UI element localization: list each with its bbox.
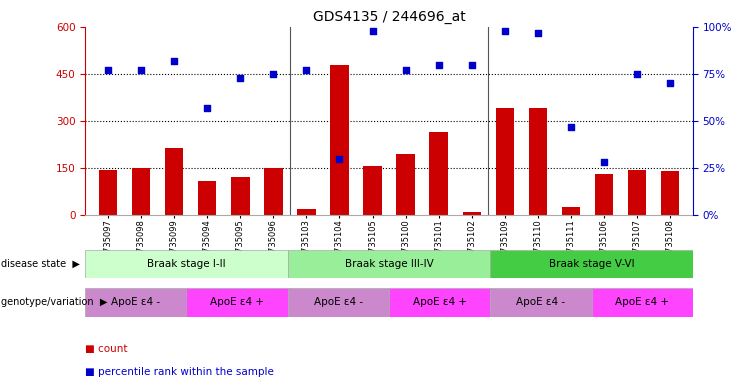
Text: ■ count: ■ count	[85, 344, 127, 354]
Point	[234, 74, 246, 81]
Bar	[396, 154, 415, 215]
Bar	[462, 212, 481, 215]
Bar	[297, 209, 316, 215]
Point	[465, 61, 477, 68]
Text: Braak stage III-IV: Braak stage III-IV	[345, 259, 433, 269]
Point	[367, 28, 379, 34]
Bar	[288, 288, 389, 317]
Point	[532, 30, 544, 36]
Bar	[491, 250, 693, 278]
Bar	[199, 180, 216, 215]
Point	[168, 58, 180, 64]
Point	[102, 67, 114, 73]
Bar	[528, 108, 547, 215]
Point	[136, 67, 147, 73]
Point	[499, 28, 511, 34]
Point	[268, 71, 279, 77]
Text: ApoE ε4 -: ApoE ε4 -	[111, 297, 160, 308]
Point	[565, 124, 576, 130]
Bar	[496, 108, 514, 215]
Text: ApoE ε4 -: ApoE ε4 -	[314, 297, 363, 308]
Bar	[231, 177, 250, 215]
Bar	[165, 147, 184, 215]
Bar	[661, 171, 679, 215]
Point	[399, 67, 411, 73]
Text: ApoE ε4 -: ApoE ε4 -	[516, 297, 565, 308]
Bar	[591, 288, 693, 317]
Bar	[389, 288, 491, 317]
Point	[202, 105, 213, 111]
Text: genotype/variation  ▶: genotype/variation ▶	[1, 297, 107, 308]
Bar	[85, 288, 187, 317]
Bar	[562, 207, 579, 215]
Bar	[288, 250, 491, 278]
Text: ApoE ε4 +: ApoE ε4 +	[413, 297, 467, 308]
Bar	[330, 65, 348, 215]
Bar	[363, 166, 382, 215]
Text: Braak stage I-II: Braak stage I-II	[147, 259, 226, 269]
Text: Braak stage V-VI: Braak stage V-VI	[549, 259, 634, 269]
Point	[301, 67, 313, 73]
Title: GDS4135 / 244696_at: GDS4135 / 244696_at	[313, 10, 465, 25]
Point	[433, 61, 445, 68]
Bar	[187, 288, 288, 317]
Bar	[99, 170, 117, 215]
Bar	[491, 288, 591, 317]
Text: ApoE ε4 +: ApoE ε4 +	[210, 297, 264, 308]
Bar	[430, 132, 448, 215]
Point	[598, 159, 610, 166]
Bar	[628, 170, 645, 215]
Point	[631, 71, 642, 77]
Bar	[133, 168, 150, 215]
Point	[333, 156, 345, 162]
Text: disease state  ▶: disease state ▶	[1, 259, 79, 269]
Bar	[85, 250, 288, 278]
Point	[664, 80, 676, 86]
Bar	[594, 174, 613, 215]
Text: ApoE ε4 +: ApoE ε4 +	[615, 297, 669, 308]
Bar	[265, 168, 282, 215]
Text: ■ percentile rank within the sample: ■ percentile rank within the sample	[85, 367, 274, 377]
